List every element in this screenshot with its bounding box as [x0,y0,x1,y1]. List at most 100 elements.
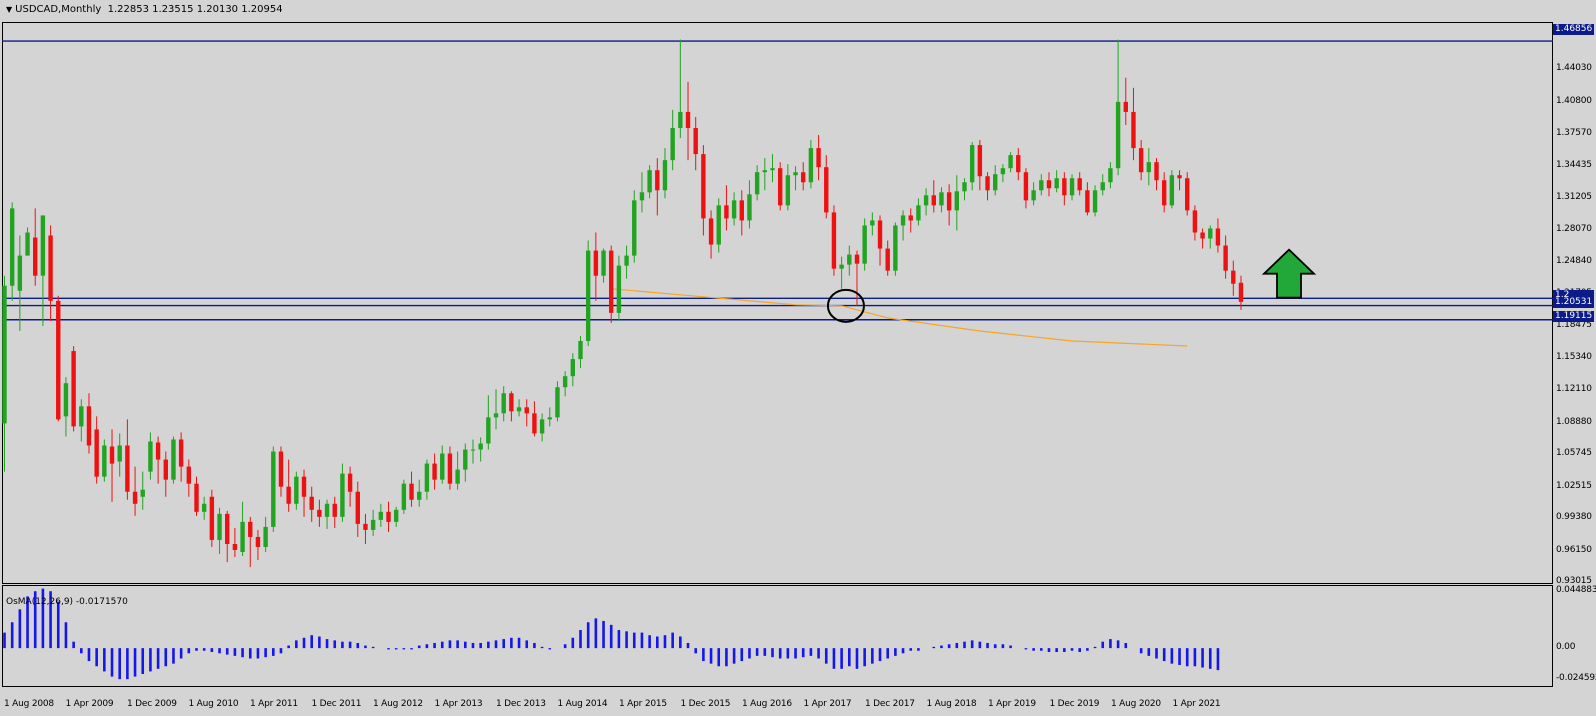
up-arrow-icon [1261,248,1317,299]
candle-bear [1077,178,1082,191]
candle-bull [870,220,875,226]
symbol-label: USDCAD,Monthly [15,4,102,15]
candle-bull [547,417,552,420]
candle-bear [816,148,821,168]
candle-bear [1185,178,1190,211]
candle-bull [647,170,652,193]
candle-bear [109,446,115,464]
candle-bear [1200,232,1205,239]
candle-bull [470,449,476,451]
candle-bear [232,543,238,550]
candle-bull [1169,175,1175,206]
candle-bull [486,417,491,444]
candle-bear [301,476,307,497]
time-tick-label: 1 Aug 2014 [557,699,608,709]
ohlc-values: 1.22853 1.23515 1.20130 1.20954 [107,4,283,15]
candle-bear [1238,282,1244,302]
price-tick-label: 1.18475 [1556,320,1592,331]
candle-bull [1146,162,1152,173]
candle-bear [908,215,913,221]
candle-bull [939,192,944,206]
candle-bear [94,429,99,477]
candle-bull [1115,101,1121,169]
candle-bear [801,172,806,183]
candle-bear [278,451,284,487]
triangle-down-icon[interactable]: ▼ [6,5,13,14]
candle-bear [532,413,537,434]
candle-bear [132,491,138,504]
level-tag-current: 1.20531 [1553,297,1594,308]
price-tick-label: 1.44030 [1556,63,1592,74]
candle-bear [309,496,314,510]
time-tick-label: 1 Apr 2013 [434,699,483,709]
time-tick-label: 1 Aug 2020 [1111,699,1161,709]
candle-bull [900,215,906,226]
candle-bear [1192,210,1198,233]
time-tick-label: 1 Aug 2010 [188,699,239,709]
candle-bear [1177,175,1182,179]
candle-bear [332,503,337,517]
time-tick-label: 1 Dec 2015 [680,699,731,709]
candle-bull [747,194,752,221]
candle-bear [609,250,614,313]
candle-bull [140,489,145,497]
candle-bull [148,441,153,472]
price-tick-label: 1.37570 [1556,128,1592,139]
candle-bull [201,503,207,512]
candle-bear [71,351,76,427]
price-tick-label: 0.99380 [1556,512,1592,523]
candle-bull [585,250,591,342]
candle-bull [102,445,107,477]
candle-bear [432,463,437,480]
candle-bear [186,466,192,484]
candle-bull [1108,168,1113,183]
candle-bear [1023,172,1029,201]
candle-bull [1092,190,1098,213]
candle-bear [1085,190,1090,213]
level-tag-support: 1.19115 [1553,311,1594,322]
time-tick-label: 1 Aug 2008 [4,699,54,709]
candle-bear [655,170,660,191]
candle-bear [931,195,936,206]
candle-bull [424,463,430,492]
candle-bull [1031,190,1036,201]
candle-bull [63,383,69,417]
candle-bull [916,205,921,221]
candle-bull [716,205,721,245]
price-tick-label: 1.02515 [1556,480,1592,491]
time-tick-label: 1 Apr 2017 [803,699,852,709]
candle-bear [347,473,353,492]
price-tick-label: 1.15340 [1556,351,1592,362]
candle-bear [355,491,360,524]
candle-bull [539,419,545,434]
candle-bear [1154,162,1159,181]
candle-bear [286,486,291,504]
candle-bear [593,250,599,276]
candle-bear [693,128,698,155]
price-tick-label: 1.05745 [1556,448,1592,459]
candle-bull [9,208,15,286]
candle-bull [862,225,867,264]
candle-bear [125,445,130,492]
candle-bull [785,175,791,206]
time-tick-label: 1 Dec 2009 [127,699,177,709]
candle-bull [762,170,768,173]
candle-bull [217,513,222,540]
candle-bull [1069,178,1075,196]
candle-bull [401,483,407,510]
candle-bull [601,250,606,276]
candle-bull [79,406,84,427]
candle-bear [877,220,883,249]
candle-bear [48,235,53,301]
price-tick-label: 1.08880 [1556,416,1592,427]
candle-bull [1100,182,1105,191]
candle-bear [1138,148,1144,173]
candle-bear [824,167,829,213]
candle-bear [701,154,706,219]
candle-bull [417,491,422,500]
price-tick-label: 1.12110 [1556,384,1592,395]
osma-tick-label: 0.00 [1556,642,1576,653]
level-tag-hidden: 1.2 [1553,290,1594,301]
candle-bull [632,200,637,256]
